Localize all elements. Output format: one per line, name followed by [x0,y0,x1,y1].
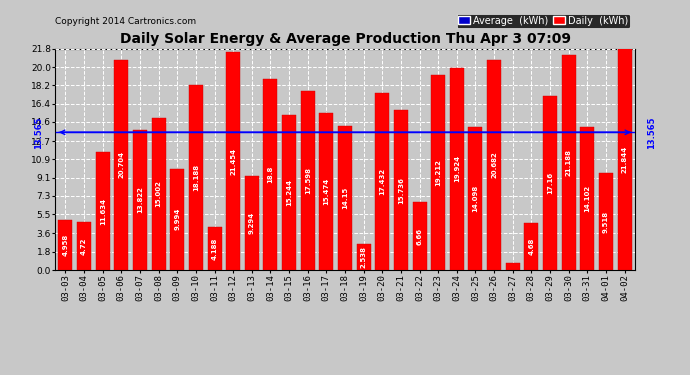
Text: 15.244: 15.244 [286,179,292,206]
Bar [245,176,259,270]
Bar [599,173,613,270]
Text: 20.682: 20.682 [491,152,497,178]
Bar [208,228,221,270]
Bar [524,222,538,270]
Text: 19.924: 19.924 [454,155,460,183]
Text: 14.098: 14.098 [473,185,478,212]
Text: 15.474: 15.474 [324,178,329,205]
Text: 17.432: 17.432 [380,168,385,195]
Text: 9.518: 9.518 [603,211,609,233]
Text: Copyright 2014 Cartronics.com: Copyright 2014 Cartronics.com [55,17,197,26]
Bar [96,152,110,270]
Bar [282,115,296,270]
Bar [170,169,184,270]
Text: 4.188: 4.188 [212,237,217,260]
Text: 13.822: 13.822 [137,186,143,213]
Text: 4.68: 4.68 [529,238,534,255]
Bar [618,48,631,270]
Bar [115,60,128,270]
Bar [580,127,594,270]
Bar [450,68,464,270]
Bar [133,130,147,270]
Bar [152,118,166,270]
Legend: Average  (kWh), Daily  (kWh): Average (kWh), Daily (kWh) [457,14,630,28]
Text: 18.188: 18.188 [193,164,199,191]
Bar [301,92,315,270]
Bar [413,202,426,270]
Bar [375,93,389,270]
Bar [59,220,72,270]
Bar [506,263,520,270]
Text: 17.598: 17.598 [305,167,310,194]
Text: 6.66: 6.66 [417,228,422,245]
Text: 4.958: 4.958 [63,234,68,256]
Text: 15.002: 15.002 [156,180,161,207]
Bar [543,96,557,270]
Text: 4.72: 4.72 [81,237,87,255]
Text: 18.8: 18.8 [268,166,273,183]
Text: 2.538: 2.538 [361,246,366,268]
Bar [394,110,408,270]
Bar [189,86,203,270]
Bar [431,75,445,270]
Text: 13.565: 13.565 [34,116,43,148]
Text: 11.634: 11.634 [100,197,106,225]
Text: 17.16: 17.16 [547,172,553,194]
Text: 9.294: 9.294 [249,212,255,234]
Bar [77,222,91,270]
Title: Daily Solar Energy & Average Production Thu Apr 3 07:09: Daily Solar Energy & Average Production … [119,32,571,46]
Text: 15.736: 15.736 [398,177,404,204]
Bar [264,79,277,270]
Text: 21.844: 21.844 [622,146,627,173]
Bar [338,126,352,270]
Text: 13.565: 13.565 [647,116,656,148]
Text: 14.15: 14.15 [342,187,348,209]
Bar [487,60,501,270]
Bar [226,52,240,270]
Bar [357,244,371,270]
Text: 19.212: 19.212 [435,159,441,186]
Text: 21.454: 21.454 [230,148,236,175]
Text: 20.704: 20.704 [119,152,124,178]
Text: 14.102: 14.102 [584,185,590,212]
Text: 9.994: 9.994 [175,208,180,231]
Bar [469,127,482,270]
Bar [319,113,333,270]
Bar [562,55,575,270]
Text: 21.188: 21.188 [566,149,571,176]
